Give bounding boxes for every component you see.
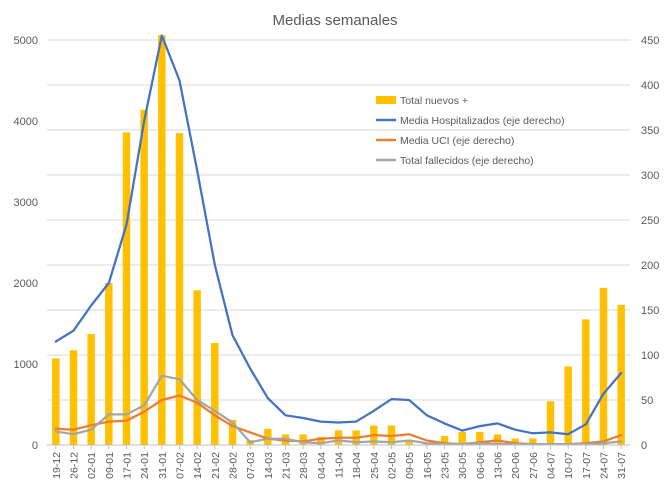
x-tick-label: 04-07 bbox=[546, 452, 558, 479]
x-tick-label: 02-05 bbox=[387, 452, 399, 479]
bar bbox=[105, 283, 113, 445]
x-tick-label: 02-01 bbox=[86, 452, 98, 479]
y-right-tick-label: 200 bbox=[641, 260, 659, 272]
chart-title: Medias semanales bbox=[272, 12, 397, 29]
y-left-tick-label: 3000 bbox=[14, 197, 38, 209]
bar bbox=[228, 419, 237, 445]
bar bbox=[140, 109, 148, 445]
x-tick-label: 07-03 bbox=[245, 452, 257, 479]
x-tick-label: 14-02 bbox=[192, 452, 204, 479]
y-right-tick-label: 300 bbox=[641, 170, 659, 182]
x-tick-label: 17-01 bbox=[122, 452, 134, 479]
bar bbox=[52, 358, 60, 445]
bar bbox=[87, 334, 95, 445]
x-tick-label: 23-05 bbox=[440, 452, 452, 479]
y-right-tick-label: 50 bbox=[641, 395, 653, 407]
bar bbox=[511, 438, 519, 445]
x-tick-label: 21-02 bbox=[210, 452, 222, 479]
y-right-tick-label: 150 bbox=[641, 305, 659, 317]
legend-label: Media UCI (eje derecho) bbox=[400, 135, 514, 147]
legend-label: Total nuevos + bbox=[400, 95, 468, 107]
bar bbox=[158, 35, 166, 445]
x-tick-label: 25-04 bbox=[369, 452, 381, 479]
bar bbox=[193, 290, 201, 445]
y-right-tick-label: 250 bbox=[641, 215, 659, 227]
y-right-tick-label: 450 bbox=[641, 35, 659, 47]
x-tick-label: 28-03 bbox=[298, 452, 310, 479]
bar bbox=[458, 432, 466, 445]
x-tick-label: 16-05 bbox=[422, 452, 434, 479]
bar bbox=[69, 350, 78, 445]
bar bbox=[546, 401, 555, 445]
bar bbox=[299, 434, 307, 445]
bar bbox=[582, 319, 590, 445]
x-tick-label: 09-05 bbox=[404, 452, 416, 479]
y-left-tick-label: 4000 bbox=[14, 116, 38, 128]
x-tick-label: 11-04 bbox=[334, 452, 346, 478]
bar bbox=[211, 342, 219, 445]
series-line bbox=[54, 374, 623, 446]
bar-series bbox=[52, 35, 625, 445]
x-tick-label: 21-03 bbox=[281, 452, 293, 479]
x-tick-label: 06-06 bbox=[475, 452, 487, 479]
bar bbox=[264, 428, 272, 445]
line-series bbox=[54, 34, 623, 446]
x-tick-label: 27-06 bbox=[528, 452, 540, 479]
bar bbox=[617, 304, 625, 445]
bar bbox=[122, 132, 131, 445]
axes: 0 1000 2000 3000 4000 5000 0 50 100 150 200 250 300 3… bbox=[14, 35, 660, 479]
series-line bbox=[54, 34, 623, 436]
x-tick-label: 04-04 bbox=[316, 452, 328, 479]
x-tick-label: 24-07 bbox=[599, 452, 611, 479]
y-left-tick-label: 0 bbox=[32, 440, 38, 452]
x-tick-label: 09-01 bbox=[104, 452, 116, 479]
y-right-tick-label: 100 bbox=[641, 350, 659, 362]
y-right-tick-label: 400 bbox=[641, 80, 659, 92]
y-right-tick-label: 350 bbox=[641, 125, 659, 137]
bar bbox=[599, 287, 608, 445]
x-tick-label: 20-06 bbox=[510, 452, 522, 479]
bar bbox=[317, 436, 325, 445]
x-tick-label: 18-04 bbox=[351, 452, 363, 479]
legend: Total nuevos + Media Hospitalizados (eje … bbox=[376, 95, 565, 167]
y-right-tick-label: 0 bbox=[641, 440, 647, 452]
bar bbox=[175, 133, 184, 445]
legend-label: Total fallecidos (eje derecho) bbox=[400, 155, 534, 167]
x-tick-label: 30-05 bbox=[457, 452, 469, 479]
x-tick-label: 10-07 bbox=[563, 452, 575, 479]
x-tick-label: 24-01 bbox=[139, 452, 151, 479]
x-tick-label: 31-01 bbox=[157, 452, 169, 479]
x-tick-label: 14-03 bbox=[263, 452, 275, 479]
x-tick-label: 07-02 bbox=[175, 452, 187, 479]
legend-label: Media Hospitalizados (eje derecho) bbox=[400, 115, 565, 127]
bar bbox=[440, 436, 449, 445]
legend-swatch bbox=[376, 96, 396, 104]
x-tick-label: 19-12 bbox=[51, 452, 63, 479]
gridlines bbox=[47, 39, 630, 401]
y-left-tick-label: 2000 bbox=[14, 278, 38, 290]
x-tick-label: 17-07 bbox=[581, 452, 593, 479]
x-tick-label: 13-06 bbox=[493, 452, 505, 479]
y-left-tick-label: 5000 bbox=[14, 35, 38, 47]
bar bbox=[529, 438, 537, 445]
bar bbox=[564, 366, 572, 445]
x-tick-label: 31-07 bbox=[616, 452, 628, 479]
bar bbox=[405, 440, 413, 445]
bar bbox=[476, 432, 484, 445]
x-tick-label: 28-02 bbox=[228, 452, 240, 479]
x-tick-label: 26-12 bbox=[69, 452, 81, 479]
y-left-tick-label: 1000 bbox=[14, 359, 38, 371]
